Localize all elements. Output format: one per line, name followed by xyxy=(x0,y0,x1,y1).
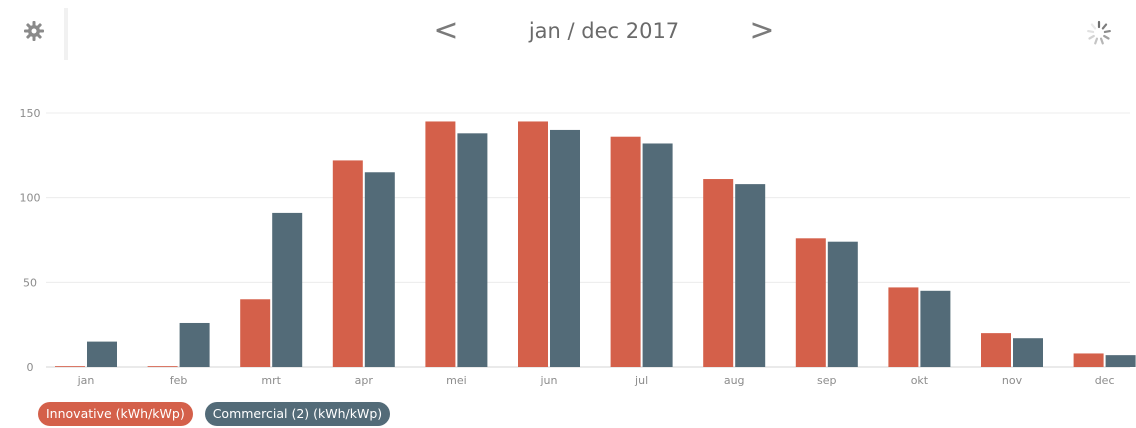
y-tick-label: 50 xyxy=(23,276,37,289)
next-period-button[interactable]: > xyxy=(749,12,775,48)
x-tick-label: jun xyxy=(540,374,558,387)
chart-legend: Innovative (kWh/kWp) Commercial (2) (kWh… xyxy=(38,402,391,426)
x-tick-label: feb xyxy=(170,374,188,387)
bar-innovative-okt[interactable] xyxy=(888,287,919,367)
x-tick-label: nov xyxy=(1002,374,1023,387)
bar-innovative-aug[interactable] xyxy=(703,179,734,367)
bar-commercial-jul[interactable] xyxy=(642,143,673,367)
bar-commercial-feb[interactable] xyxy=(179,322,210,367)
y-tick-label: 150 xyxy=(20,107,41,120)
x-tick-label: okt xyxy=(911,374,929,387)
toolbar-divider xyxy=(64,8,68,60)
period-label: jan / dec 2017 xyxy=(528,19,680,43)
y-tick-label: 0 xyxy=(27,361,34,374)
bar-commercial-jan[interactable] xyxy=(87,341,117,367)
bar-innovative-dec[interactable] xyxy=(1073,353,1104,367)
gear-icon[interactable] xyxy=(22,19,46,43)
x-tick-label: sep xyxy=(817,374,836,387)
x-tick-label: aug xyxy=(724,374,745,387)
bar-commercial-aug[interactable] xyxy=(735,184,766,367)
bar-innovative-jul[interactable] xyxy=(610,136,641,367)
legend-item-commercial[interactable]: Commercial (2) (kWh/kWp) xyxy=(204,402,391,426)
bar-commercial-okt[interactable] xyxy=(920,290,951,367)
legend-item-innovative[interactable]: Innovative (kWh/kWp) xyxy=(38,402,193,426)
x-tick-label: mrt xyxy=(261,374,281,387)
x-tick-label: mei xyxy=(446,374,467,387)
x-tick-label: dec xyxy=(1095,374,1115,387)
bar-commercial-jun[interactable] xyxy=(550,129,580,367)
bar-commercial-apr[interactable] xyxy=(364,172,395,367)
bar-innovative-feb[interactable] xyxy=(147,366,178,367)
bar-commercial-dec[interactable] xyxy=(1105,355,1136,367)
bar-commercial-mrt[interactable] xyxy=(272,212,303,367)
bar-commercial-nov[interactable] xyxy=(1013,338,1043,367)
bar-innovative-nov[interactable] xyxy=(981,333,1011,367)
bar-innovative-apr[interactable] xyxy=(332,160,363,367)
bar-innovative-jan[interactable] xyxy=(55,366,85,367)
bar-commercial-sep[interactable] xyxy=(827,241,858,367)
x-tick-label: jul xyxy=(634,374,648,387)
bar-chart: 0 50 100 150 jan feb mrt apr mei jun jul aug sep okt n… xyxy=(20,107,1136,387)
previous-period-button[interactable]: < xyxy=(433,12,459,48)
bar-innovative-jun[interactable] xyxy=(518,121,548,367)
y-tick-label: 100 xyxy=(20,192,41,205)
bar-innovative-sep[interactable] xyxy=(795,238,826,367)
x-tick-label: apr xyxy=(355,374,374,387)
loading-spinner-icon xyxy=(1087,20,1111,45)
chart-toolbar: < jan / dec 2017 > xyxy=(0,0,1136,62)
bar-commercial-mei[interactable] xyxy=(457,133,488,367)
bar-innovative-mrt[interactable] xyxy=(240,299,271,367)
bar-innovative-mei[interactable] xyxy=(425,121,456,367)
x-tick-label: jan xyxy=(77,374,95,387)
